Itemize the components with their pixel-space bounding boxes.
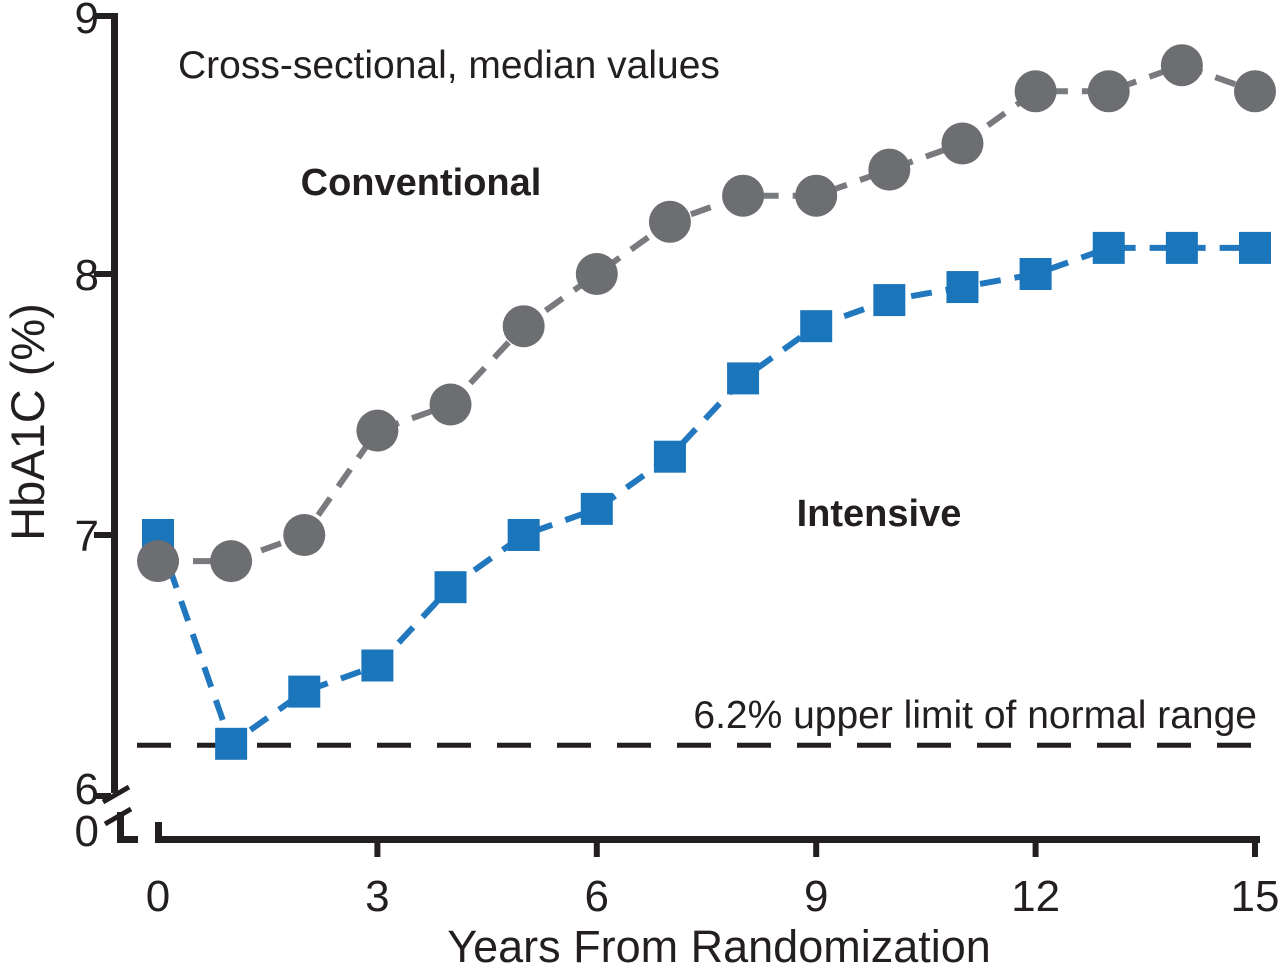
- data-point-conventional-year-5: [502, 305, 545, 348]
- data-point-conventional-year-12: [1014, 70, 1057, 113]
- data-point-conventional-year-0: [137, 540, 179, 583]
- y-tick-label: 7: [75, 512, 99, 561]
- data-point-intensive-year-9: [800, 310, 833, 343]
- data-point-intensive-year-10: [873, 284, 906, 317]
- x-axis-tick: [1032, 843, 1039, 857]
- data-point-conventional-year-10: [868, 148, 911, 191]
- x-axis-left-cap: [155, 822, 162, 843]
- x-axis-line: [155, 836, 1260, 843]
- reference-line-label: 6.2% upper limit of normal range: [693, 694, 1257, 737]
- y-axis-title: HbA1C (%): [1, 303, 54, 541]
- x-tick-label: 0: [146, 872, 170, 921]
- data-point-conventional-year-13: [1087, 70, 1130, 113]
- data-point-conventional-year-15: [1233, 70, 1276, 113]
- series-label-conventional: Conventional: [301, 162, 542, 204]
- data-point-intensive-year-1: [215, 727, 248, 760]
- data-point-intensive-year-11: [946, 271, 979, 304]
- y-tick-label: 6: [75, 765, 99, 814]
- data-point-conventional-year-2: [283, 514, 326, 556]
- data-point-intensive-year-12: [1019, 258, 1052, 290]
- y-axis-line-lower: [117, 812, 124, 843]
- data-point-intensive-year-3: [361, 649, 394, 682]
- x-axis-tick: [1251, 843, 1258, 857]
- y-axis: 9 8 7 60: [75, 0, 138, 856]
- data-point-conventional-year-1: [210, 540, 253, 583]
- data-point-conventional-year-8: [722, 174, 765, 217]
- y-axis-tick: [94, 532, 111, 538]
- data-point-intensive-year-13: [1092, 231, 1125, 264]
- x-axis: 0 3 6 9 12 15: [146, 822, 1280, 921]
- y-axis-tick: [94, 13, 111, 19]
- y-tick-label: 9: [75, 0, 99, 43]
- x-axis-tick: [813, 843, 820, 857]
- y-axis-line-upper: [111, 13, 118, 793]
- data-point-intensive-year-6: [580, 492, 613, 525]
- y-axis-foot: [117, 836, 138, 843]
- data-point-conventional-year-9: [795, 174, 838, 217]
- x-tick-label: 3: [365, 872, 389, 921]
- data-point-intensive-year-8: [727, 362, 760, 395]
- series-label-intensive: Intensive: [797, 493, 962, 535]
- data-point-intensive-year-14: [1165, 231, 1198, 264]
- data-point-conventional-year-4: [429, 383, 472, 426]
- data-point-intensive-year-5: [507, 519, 540, 551]
- x-axis-title: Years From Randomization: [447, 921, 991, 972]
- x-tick-label: 15: [1231, 872, 1280, 921]
- data-point-conventional-year-6: [575, 253, 618, 295]
- y-tick-label: 0: [75, 807, 99, 856]
- data-point-conventional-year-11: [941, 122, 984, 165]
- series-conventional: [137, 44, 1276, 583]
- chart-subtitle: Cross-sectional, median values: [178, 44, 720, 87]
- series-line-intensive: [155, 244, 1255, 749]
- data-point-conventional-year-14: [1160, 44, 1203, 87]
- x-axis-tick: [374, 843, 381, 857]
- y-axis-break-slash: [101, 784, 131, 805]
- data-point-intensive-year-15: [1238, 231, 1271, 264]
- data-point-conventional-year-3: [356, 409, 399, 452]
- y-axis-tick: [94, 793, 111, 799]
- series-line-conventional: [158, 62, 1257, 565]
- data-point-intensive-year-4: [434, 571, 467, 604]
- y-tick-label: 8: [75, 251, 99, 300]
- x-tick-label: 12: [1011, 872, 1060, 921]
- data-point-intensive-year-2: [288, 675, 321, 708]
- y-axis-tick: [94, 271, 111, 277]
- data-point-conventional-year-7: [648, 200, 691, 243]
- series-intensive: [142, 231, 1271, 760]
- x-axis-tick: [593, 843, 600, 857]
- x-tick-label: 6: [585, 872, 609, 921]
- x-tick-label: 9: [804, 872, 828, 921]
- data-point-intensive-year-7: [653, 440, 686, 473]
